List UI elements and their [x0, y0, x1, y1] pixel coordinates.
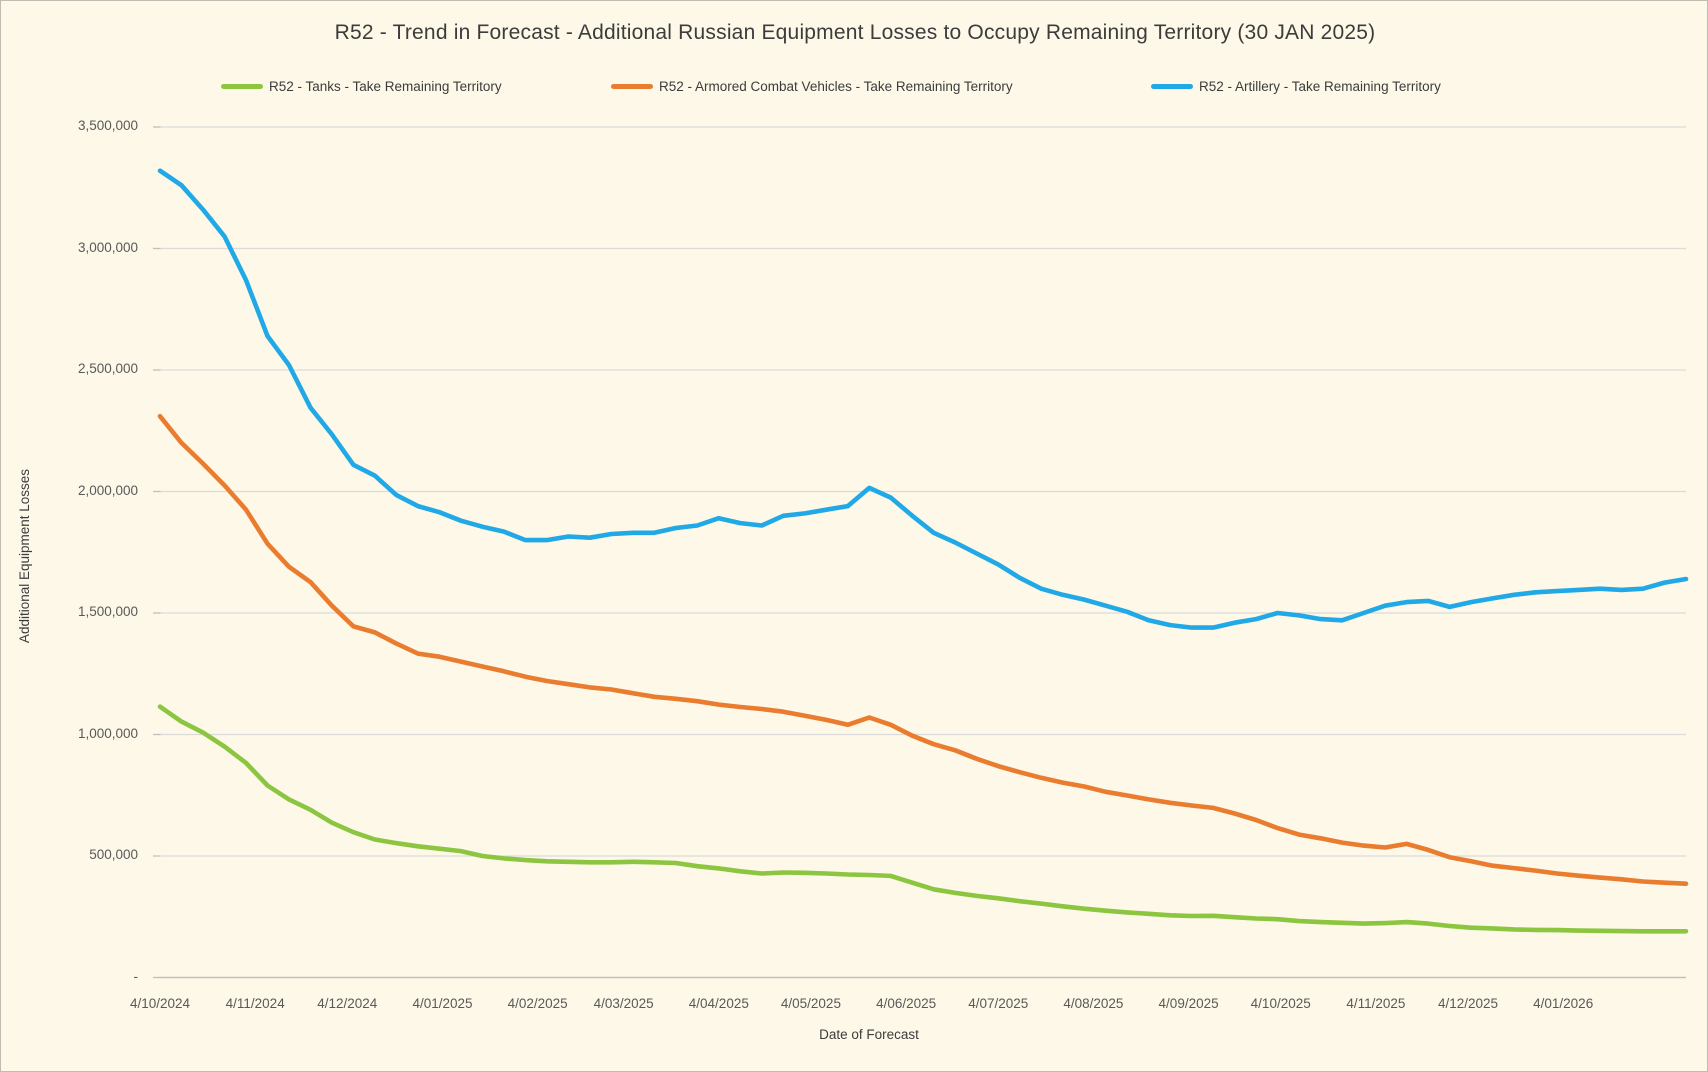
x-tick-label: 4/10/2025: [1250, 996, 1311, 1011]
y-tick-label: -: [133, 968, 139, 984]
x-tick-label: 4/04/2025: [688, 996, 749, 1011]
series-line-artillery[interactable]: [157, 168, 1689, 630]
y-tick-label: 1,000,000: [77, 725, 138, 741]
x-tick-label: 4/06/2025: [876, 996, 937, 1011]
y-tick-label: 500,000: [89, 847, 138, 862]
x-tick-label: 4/07/2025: [968, 996, 1029, 1011]
x-tick-label: 4/11/2025: [1346, 996, 1406, 1011]
series-line-tanks[interactable]: [157, 704, 1689, 934]
x-tick-label: 4/05/2025: [780, 996, 841, 1011]
x-tick-label: 4/12/2025: [1437, 996, 1499, 1011]
tanks-line-swatch-icon: [221, 83, 263, 89]
legend-label-tanks: R52 - Tanks - Take Remaining Territory: [269, 78, 502, 94]
y-tick-label: 2,500,000: [77, 361, 138, 376]
chart-title: R52 - Trend in Forecast - Additional Rus…: [334, 21, 1376, 44]
y-tick-label: 3,500,000: [77, 118, 138, 133]
y-tick-label: 3,000,000: [77, 239, 138, 255]
x-tick-label: 4/01/2025: [412, 996, 473, 1011]
x-axis-title: Date of Forecast: [819, 1027, 919, 1042]
series-line-armored-combat-vehicles[interactable]: [157, 413, 1689, 887]
x-tick-label: 4/01/2026: [1533, 996, 1594, 1011]
legend-label-acv: R52 - Armored Combat Vehicles - Take Rem…: [659, 78, 1013, 94]
x-tick-label: 4/02/2025: [507, 996, 568, 1011]
legend-item-armored-combat-vehicles[interactable]: R52 - Armored Combat Vehicles - Take Rem…: [611, 77, 1013, 95]
legend-label-artillery: R52 - Artillery - Take Remaining Territo…: [1199, 78, 1441, 94]
artillery-line-swatch-icon: [1151, 83, 1193, 89]
legend-item-artillery[interactable]: R52 - Artillery - Take Remaining Territo…: [1151, 77, 1441, 95]
x-tick-label: 4/03/2025: [593, 996, 654, 1011]
x-tick-label: 4/08/2025: [1063, 996, 1124, 1011]
y-tick-label: 2,000,000: [77, 482, 138, 498]
x-tick-label: 4/12/2024: [317, 996, 378, 1011]
y-tick-label: 1,500,000: [77, 604, 138, 619]
x-tick-label: 4/10/2024: [129, 996, 191, 1011]
x-tick-label: 4/09/2025: [1158, 996, 1219, 1011]
legend-item-tanks[interactable]: R52 - Tanks - Take Remaining Territory: [221, 77, 502, 95]
x-tick-label: 4/11/2024: [225, 996, 285, 1011]
acv-line-swatch-icon: [611, 83, 653, 89]
